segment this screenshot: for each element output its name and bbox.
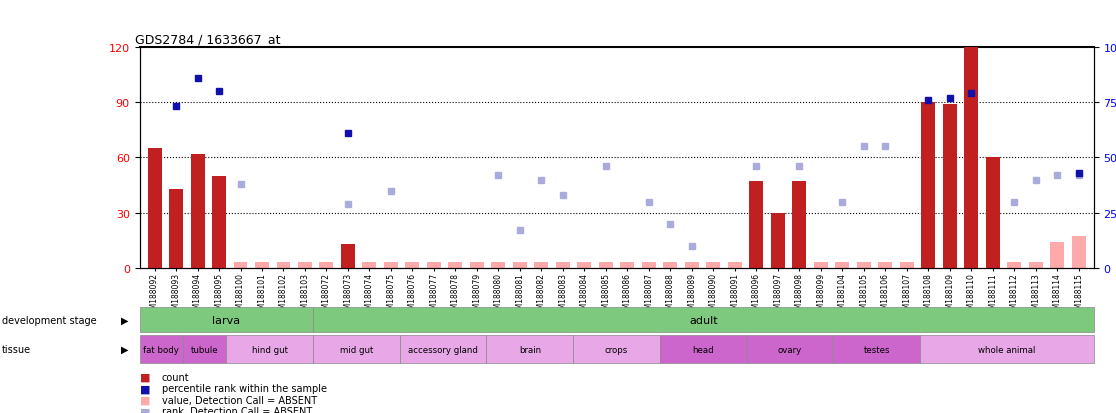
Bar — [191, 154, 204, 268]
Text: brain: brain — [519, 345, 541, 354]
Bar — [620, 262, 634, 268]
Bar — [384, 262, 398, 268]
Text: ■: ■ — [140, 383, 150, 393]
Text: adult: adult — [689, 315, 718, 325]
Text: value, Detection Call = ABSENT: value, Detection Call = ABSENT — [162, 395, 317, 405]
Bar — [1050, 243, 1065, 268]
Bar — [857, 262, 870, 268]
Bar — [749, 182, 763, 268]
Bar — [1029, 262, 1042, 268]
Text: hind gut: hind gut — [251, 345, 288, 354]
Bar — [212, 176, 227, 268]
Text: accessory gland: accessory gland — [408, 345, 478, 354]
Bar — [277, 262, 290, 268]
Bar — [792, 182, 806, 268]
Bar — [814, 262, 828, 268]
Bar — [728, 262, 742, 268]
Text: head: head — [693, 345, 714, 354]
Bar — [1071, 236, 1086, 268]
Bar — [556, 262, 570, 268]
Bar — [147, 149, 162, 268]
Text: ■: ■ — [140, 406, 150, 413]
Bar — [771, 213, 785, 268]
Text: crops: crops — [605, 345, 628, 354]
Text: tubule: tubule — [191, 345, 219, 354]
Bar — [685, 262, 699, 268]
Text: testes: testes — [864, 345, 891, 354]
Bar — [706, 262, 720, 268]
Bar — [599, 262, 613, 268]
Bar — [405, 262, 420, 268]
Bar — [921, 103, 935, 268]
Bar — [363, 262, 376, 268]
Bar — [233, 262, 248, 268]
Bar — [449, 262, 462, 268]
Text: tissue: tissue — [2, 344, 31, 354]
Bar — [964, 47, 978, 268]
Bar — [577, 262, 591, 268]
Bar — [256, 262, 269, 268]
Bar — [169, 189, 183, 268]
Text: larva: larva — [212, 315, 240, 325]
Text: development stage: development stage — [2, 315, 97, 325]
Text: count: count — [162, 372, 190, 382]
Bar — [985, 158, 1000, 268]
Text: rank, Detection Call = ABSENT: rank, Detection Call = ABSENT — [162, 406, 312, 413]
Bar — [878, 262, 892, 268]
Text: ovary: ovary — [778, 345, 802, 354]
Bar — [513, 262, 527, 268]
Bar — [943, 104, 956, 268]
Text: GDS2784 / 1633667_at: GDS2784 / 1633667_at — [135, 33, 280, 46]
Bar — [663, 262, 677, 268]
Bar — [899, 262, 914, 268]
Bar — [835, 262, 849, 268]
Text: ■: ■ — [140, 372, 150, 382]
Bar — [470, 262, 484, 268]
Bar — [298, 262, 312, 268]
Text: mid gut: mid gut — [339, 345, 373, 354]
Bar — [491, 262, 506, 268]
Text: ■: ■ — [140, 395, 150, 405]
Text: fat body: fat body — [143, 345, 180, 354]
Text: whole animal: whole animal — [979, 345, 1036, 354]
Bar — [341, 244, 355, 268]
Text: ▶: ▶ — [122, 315, 128, 325]
Text: percentile rank within the sample: percentile rank within the sample — [162, 383, 327, 393]
Text: ▶: ▶ — [122, 344, 128, 354]
Bar — [642, 262, 656, 268]
Bar — [1007, 262, 1021, 268]
Bar — [319, 262, 334, 268]
Bar — [427, 262, 441, 268]
Bar — [535, 262, 548, 268]
